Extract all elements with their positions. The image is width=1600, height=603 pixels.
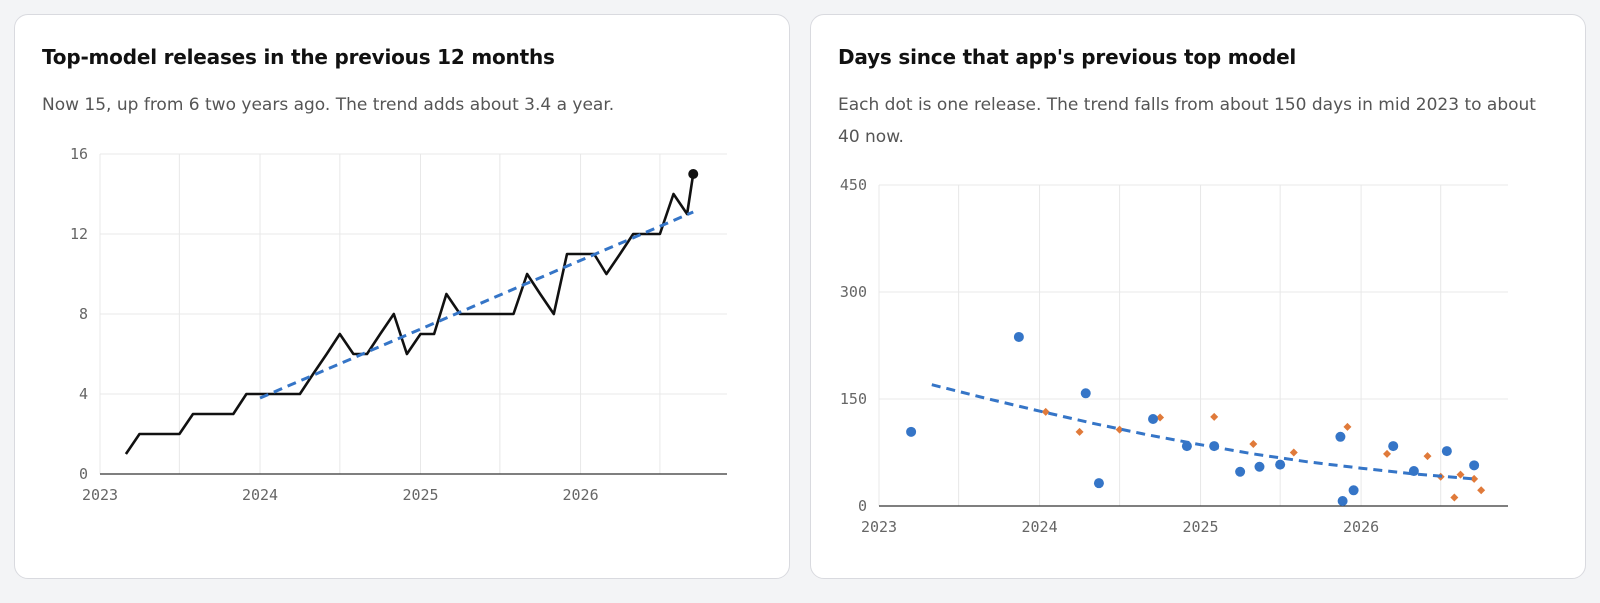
- latest-value-point: [688, 169, 699, 179]
- x-tick-label: 2025: [1182, 518, 1218, 536]
- release-point-diamond: [1075, 427, 1084, 436]
- release-point-diamond: [1456, 470, 1465, 479]
- release-point-diamond: [1383, 449, 1392, 458]
- release-point: [1013, 331, 1024, 342]
- x-tick-label: 2023: [82, 486, 118, 504]
- chart-title: Top-model releases in the previous 12 mo…: [42, 45, 555, 69]
- y-tick-label: 8: [79, 305, 88, 323]
- days-since-scatter-chart: 0 150 300 450 2023 2024 2025 2026: [840, 176, 1508, 536]
- release-point-diamond: [1450, 493, 1459, 502]
- y-tick-label: 0: [79, 465, 88, 483]
- y-tick-label: 0: [858, 497, 867, 515]
- x-tick-label: 2025: [402, 486, 438, 504]
- y-tick-label: 150: [840, 390, 867, 408]
- releases-line-chart: 0 4 8 12 16 2023 2024 2025 2026: [70, 145, 727, 504]
- release-point-diamond: [1249, 439, 1258, 448]
- release-point-diamond: [1470, 474, 1479, 483]
- release-point-diamond: [1343, 422, 1352, 431]
- release-point: [1388, 441, 1399, 452]
- release-point-diamond: [1477, 486, 1486, 495]
- y-tick-label: 300: [840, 283, 867, 301]
- chart-title: Days since that app's previous top model: [838, 45, 1297, 69]
- release-point: [1080, 388, 1091, 399]
- release-point-diamond: [1156, 413, 1165, 422]
- release-point: [1469, 460, 1480, 471]
- x-tick-label: 2026: [562, 486, 598, 504]
- release-point-diamond: [1423, 452, 1432, 461]
- release-point-diamond: [1041, 407, 1050, 416]
- release-point: [1337, 496, 1348, 507]
- x-tick-label: 2024: [242, 486, 278, 504]
- y-tick-label: 12: [70, 225, 88, 243]
- trend-line: [931, 383, 1475, 481]
- release-point: [1093, 478, 1104, 489]
- release-point: [1275, 459, 1286, 470]
- release-point: [1441, 446, 1452, 457]
- x-tick-label: 2023: [861, 518, 897, 536]
- release-point: [1348, 485, 1359, 496]
- x-tick-label: 2026: [1343, 518, 1379, 536]
- release-point-diamond: [1115, 425, 1124, 434]
- release-point-diamond: [1210, 412, 1219, 421]
- chart-subtitle: Now 15, up from 6 two years ago. The tre…: [42, 95, 615, 115]
- y-tick-label: 4: [79, 385, 88, 403]
- release-point-diamond: [1289, 448, 1298, 457]
- days-since-chart-card: Days since that app's previous top model…: [810, 14, 1586, 579]
- chart-subtitle: Each dot is one release. The trend falls…: [838, 95, 1536, 147]
- x-tick-label: 2024: [1021, 518, 1057, 536]
- release-point: [1148, 413, 1159, 424]
- releases-chart-card: Top-model releases in the previous 12 mo…: [14, 14, 790, 579]
- release-point: [906, 426, 917, 437]
- y-tick-label: 450: [840, 176, 867, 194]
- trend-line: [259, 210, 694, 400]
- release-point: [1181, 441, 1192, 452]
- release-count-line: [124, 173, 695, 455]
- y-tick-label: 16: [70, 145, 88, 163]
- release-point: [1254, 461, 1265, 472]
- release-point: [1335, 431, 1346, 442]
- release-point: [1235, 466, 1246, 477]
